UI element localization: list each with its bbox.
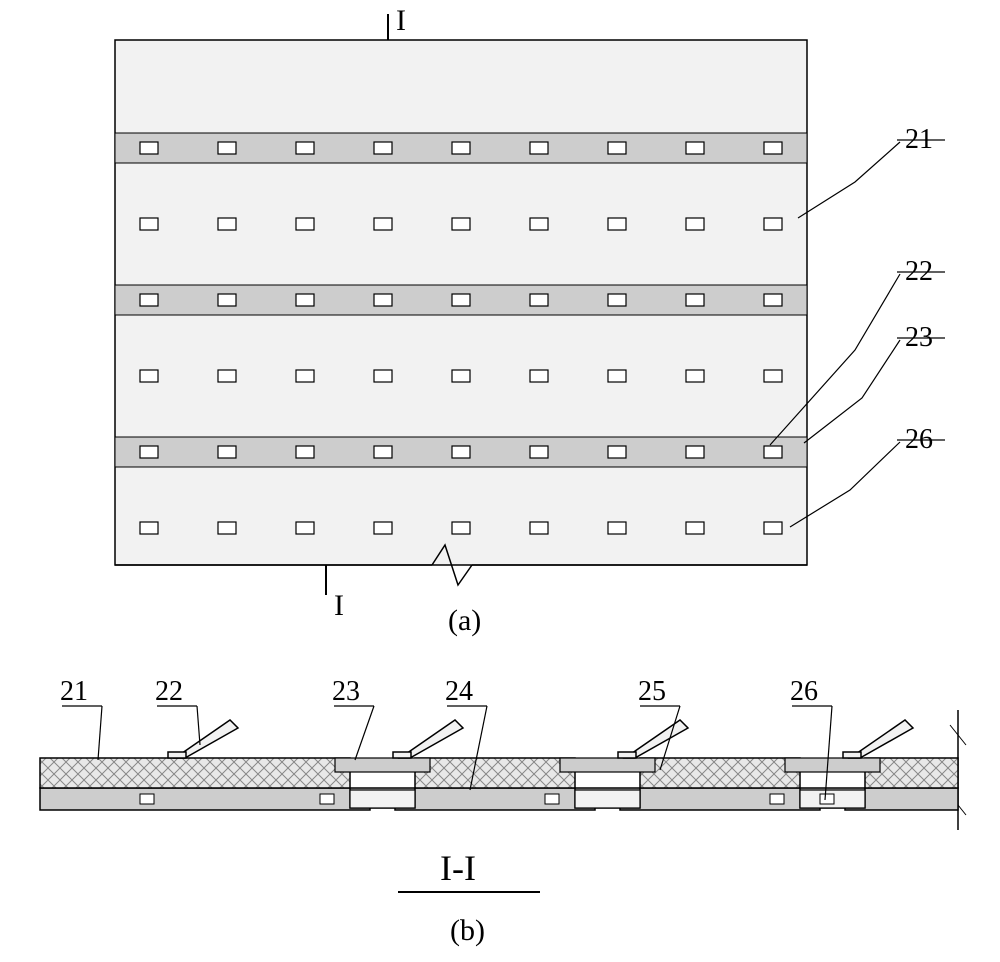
hinge-1 — [168, 752, 186, 758]
grid-rect — [296, 370, 314, 382]
grid-rect — [296, 142, 314, 154]
block-26d — [770, 794, 784, 804]
leader-label-22: 22 — [905, 256, 933, 287]
leader-label-b-26: 26 — [790, 676, 818, 707]
leader-label-23: 23 — [905, 322, 933, 353]
leader-label-b-24: 24 — [445, 676, 473, 707]
grid-rect — [686, 218, 704, 230]
leader-label-21: 21 — [905, 124, 933, 155]
grid-rect — [218, 142, 236, 154]
grid-rect — [452, 446, 470, 458]
grid-rect — [452, 522, 470, 534]
grid-rect — [452, 218, 470, 230]
grid-rect — [140, 370, 158, 382]
hinge-3 — [618, 752, 636, 758]
grid-rect — [452, 142, 470, 154]
grid-rect — [140, 294, 158, 306]
grid-rect — [374, 446, 392, 458]
grid-rect — [452, 294, 470, 306]
grid-rect — [374, 142, 392, 154]
block-26e — [820, 794, 834, 804]
grid-rect — [764, 522, 782, 534]
grid-rect — [686, 370, 704, 382]
grid-rect — [686, 142, 704, 154]
grid-rect — [764, 446, 782, 458]
grid-rect — [296, 446, 314, 458]
grid-rect — [296, 522, 314, 534]
section-mark-top-label: I — [396, 4, 406, 37]
grid-rect — [608, 218, 626, 230]
panel-25 — [640, 758, 800, 788]
leader-label-b-23: 23 — [332, 676, 360, 707]
block-26a — [140, 794, 154, 804]
grid-rect — [218, 446, 236, 458]
grid-rect — [686, 294, 704, 306]
grid-rect — [530, 370, 548, 382]
panel-21 — [40, 758, 350, 788]
grid-rect — [608, 522, 626, 534]
grid-rect — [530, 446, 548, 458]
grid-rect — [452, 370, 470, 382]
grid-rect — [296, 294, 314, 306]
grid-rect — [764, 142, 782, 154]
grid-rect — [608, 142, 626, 154]
block-26b — [320, 794, 334, 804]
hatched-panels — [40, 758, 958, 788]
section-mark-bottom-label: I — [334, 589, 344, 622]
grid-rect — [140, 446, 158, 458]
grid-rect — [608, 370, 626, 382]
grid-rect — [218, 370, 236, 382]
leader-label-26: 26 — [905, 424, 933, 455]
grid-rect — [530, 294, 548, 306]
grid-rect — [764, 218, 782, 230]
grid-rect — [686, 522, 704, 534]
grid-rect — [374, 218, 392, 230]
grid-rect — [530, 522, 548, 534]
slab-23c — [785, 758, 880, 772]
grid-rect — [218, 294, 236, 306]
leader-label-b-22: 22 — [155, 676, 183, 707]
subfig-label-a: (a) — [448, 604, 481, 637]
grid-rect — [608, 446, 626, 458]
grid-rect — [296, 218, 314, 230]
section-mark-top: I — [388, 4, 420, 40]
grid-rect — [608, 294, 626, 306]
grid-rect — [140, 142, 158, 154]
grid-rect — [218, 218, 236, 230]
hinge-4 — [843, 752, 861, 758]
grid-rect — [218, 522, 236, 534]
flaps — [168, 720, 913, 758]
grid-rect — [530, 142, 548, 154]
grid-rect — [374, 522, 392, 534]
slab-23b — [560, 758, 655, 772]
grid-rect — [374, 370, 392, 382]
grid-rect — [530, 218, 548, 230]
diagram-svg: I I 21 22 23 26 (a) — [0, 0, 1000, 962]
subfig-label-b: (b) — [450, 914, 485, 947]
grid-rect — [140, 522, 158, 534]
block-26c — [545, 794, 559, 804]
section-mark-bottom: I — [326, 565, 358, 622]
grid-rect — [686, 446, 704, 458]
leader-label-b-21: 21 — [60, 676, 88, 707]
slab-23a — [335, 758, 430, 772]
grid-rect — [764, 370, 782, 382]
grid-rect — [140, 218, 158, 230]
engineering-diagram: { "figureA": { "panel": { "x": 115, "y":… — [0, 0, 1000, 962]
grid-rect — [374, 294, 392, 306]
grid-rect — [764, 294, 782, 306]
figure-a: I I 21 22 23 26 (a) — [115, 4, 945, 637]
panel-mid1 — [415, 758, 575, 788]
section-title: I-I — [440, 848, 476, 888]
under-24a — [350, 790, 415, 808]
under-24b — [575, 790, 640, 808]
hinge-2 — [393, 752, 411, 758]
leader-label-b-25: 25 — [638, 676, 666, 707]
figure-b: 21 22 23 24 25 26 I-I (b) — [40, 676, 966, 947]
